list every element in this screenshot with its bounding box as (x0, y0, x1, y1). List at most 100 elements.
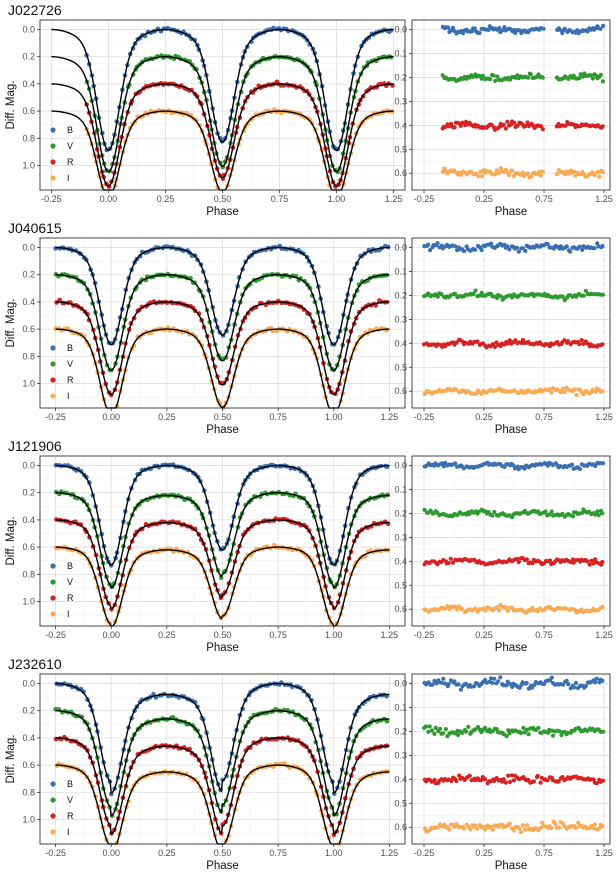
legend-label-i: I (67, 827, 70, 837)
data-point-i (82, 334, 87, 339)
residual-point-b (500, 28, 505, 33)
x-tick-label: 1.25 (385, 194, 403, 204)
residual-point-v (560, 511, 565, 516)
residual-point-b (513, 30, 518, 36)
residual-point-i (540, 169, 545, 174)
legend-swatch-b (50, 127, 56, 133)
residual-background (412, 238, 610, 408)
residual-point-v (488, 77, 493, 82)
y-tick-label: 1.0 (22, 379, 35, 389)
x-tick-label: 1.00 (325, 412, 343, 422)
residual-point-r (545, 778, 550, 783)
residual-point-i (496, 608, 502, 613)
x-tick-label: 0.00 (102, 848, 120, 858)
legend-swatch-r (50, 159, 56, 165)
residual-point-v (463, 729, 469, 734)
residual-point-b (516, 249, 521, 254)
residual-point-r (505, 341, 510, 346)
residual-point-r (507, 338, 512, 343)
legend-swatch-i (50, 393, 56, 399)
x-tick-label: -0.25 (414, 194, 435, 204)
residual-frame (411, 673, 611, 845)
data-point-r (304, 88, 310, 94)
residual-point-v (570, 514, 576, 519)
y-tick-label: 0.6 (394, 822, 407, 832)
residual-point-b (502, 25, 507, 30)
residual-point-b (496, 679, 501, 684)
x-tick-label: -0.25 (45, 630, 66, 640)
residual-point-r (446, 560, 451, 566)
x-tick-label: 1.25 (381, 848, 399, 858)
residual-point-r (562, 338, 567, 343)
model-curve-v (55, 274, 390, 372)
residual-point-r (509, 773, 514, 778)
residual-point-b (473, 247, 478, 252)
residual-point-v (422, 507, 427, 512)
x-tick-label: 0.75 (269, 630, 287, 640)
chart-title: J232610 (8, 656, 62, 672)
residual-point-r (538, 124, 544, 129)
data-point-r (164, 300, 170, 306)
residual-point-b (522, 466, 527, 471)
residual-point-v (473, 288, 478, 293)
data-point-v (303, 716, 309, 722)
residual-point-i (468, 827, 473, 832)
residual-point-b (562, 26, 567, 31)
x-tick-label: 0.75 (269, 412, 287, 422)
residual-point-b (463, 681, 468, 686)
residual-point-i (478, 169, 483, 175)
residual-point-v (600, 79, 606, 84)
legend-label-v: V (67, 359, 73, 369)
residual-point-v (600, 292, 606, 297)
model-curve-r (55, 301, 390, 396)
legend-label-r: R (67, 811, 74, 821)
legend-swatch-v (50, 797, 56, 803)
residual-point-i (511, 174, 516, 179)
residual-point-v (518, 730, 523, 736)
x-tick-label: 0.50 (214, 194, 232, 204)
residual-point-i (600, 389, 605, 394)
residual-point-i (595, 169, 600, 175)
residual-point-b (545, 242, 550, 247)
residual-point-i (473, 823, 478, 828)
residual-point-r (503, 126, 508, 131)
residual-point-b (430, 682, 435, 687)
residual-point-b (577, 244, 582, 249)
residual-point-i (435, 825, 440, 830)
residual-point-i (528, 608, 533, 613)
residual-point-i (525, 823, 530, 828)
residual-point-i (490, 827, 495, 832)
residual-point-v (577, 75, 582, 81)
x-tick-label: 0.75 (269, 848, 287, 858)
residual-point-r (585, 559, 590, 564)
residual-point-r (600, 778, 606, 783)
y-tick-label: 0.4 (22, 297, 35, 307)
y-tick-label: 0.1 (394, 485, 407, 495)
residual-frame (411, 237, 611, 409)
residual-point-b (583, 684, 588, 689)
data-point-b (81, 689, 86, 695)
y-tick-label: 0.5 (394, 798, 407, 808)
y-tick-label: 0.1 (394, 49, 407, 59)
residual-frame (411, 19, 611, 191)
y-tick-label: 0.6 (22, 324, 35, 334)
residual-point-v (522, 730, 527, 735)
residual-point-b (601, 23, 606, 28)
y-axis-label: Diff. Mag. (5, 517, 17, 566)
residual-point-i (445, 824, 450, 829)
residual-point-i (459, 172, 464, 177)
x-tick-label: -0.25 (41, 194, 62, 204)
residual-point-r (505, 119, 510, 124)
residual-point-v (491, 73, 496, 78)
x-axis-label: Phase (495, 206, 528, 218)
residual-point-v (429, 728, 435, 733)
residual-point-v (427, 724, 432, 729)
residual-point-i (509, 168, 515, 173)
y-tick-label: 0.4 (394, 120, 407, 130)
residual-point-i (480, 174, 485, 179)
residual-point-i (538, 825, 543, 831)
y-tick-label: 0.2 (22, 706, 35, 716)
chart-row-j232610: J232610 -0.25 0.00 0.25 0.50 0.75 1.00 1.25 0.0 0… (5, 656, 613, 872)
residual-point-v (453, 291, 458, 296)
residual-point-v (598, 72, 604, 77)
